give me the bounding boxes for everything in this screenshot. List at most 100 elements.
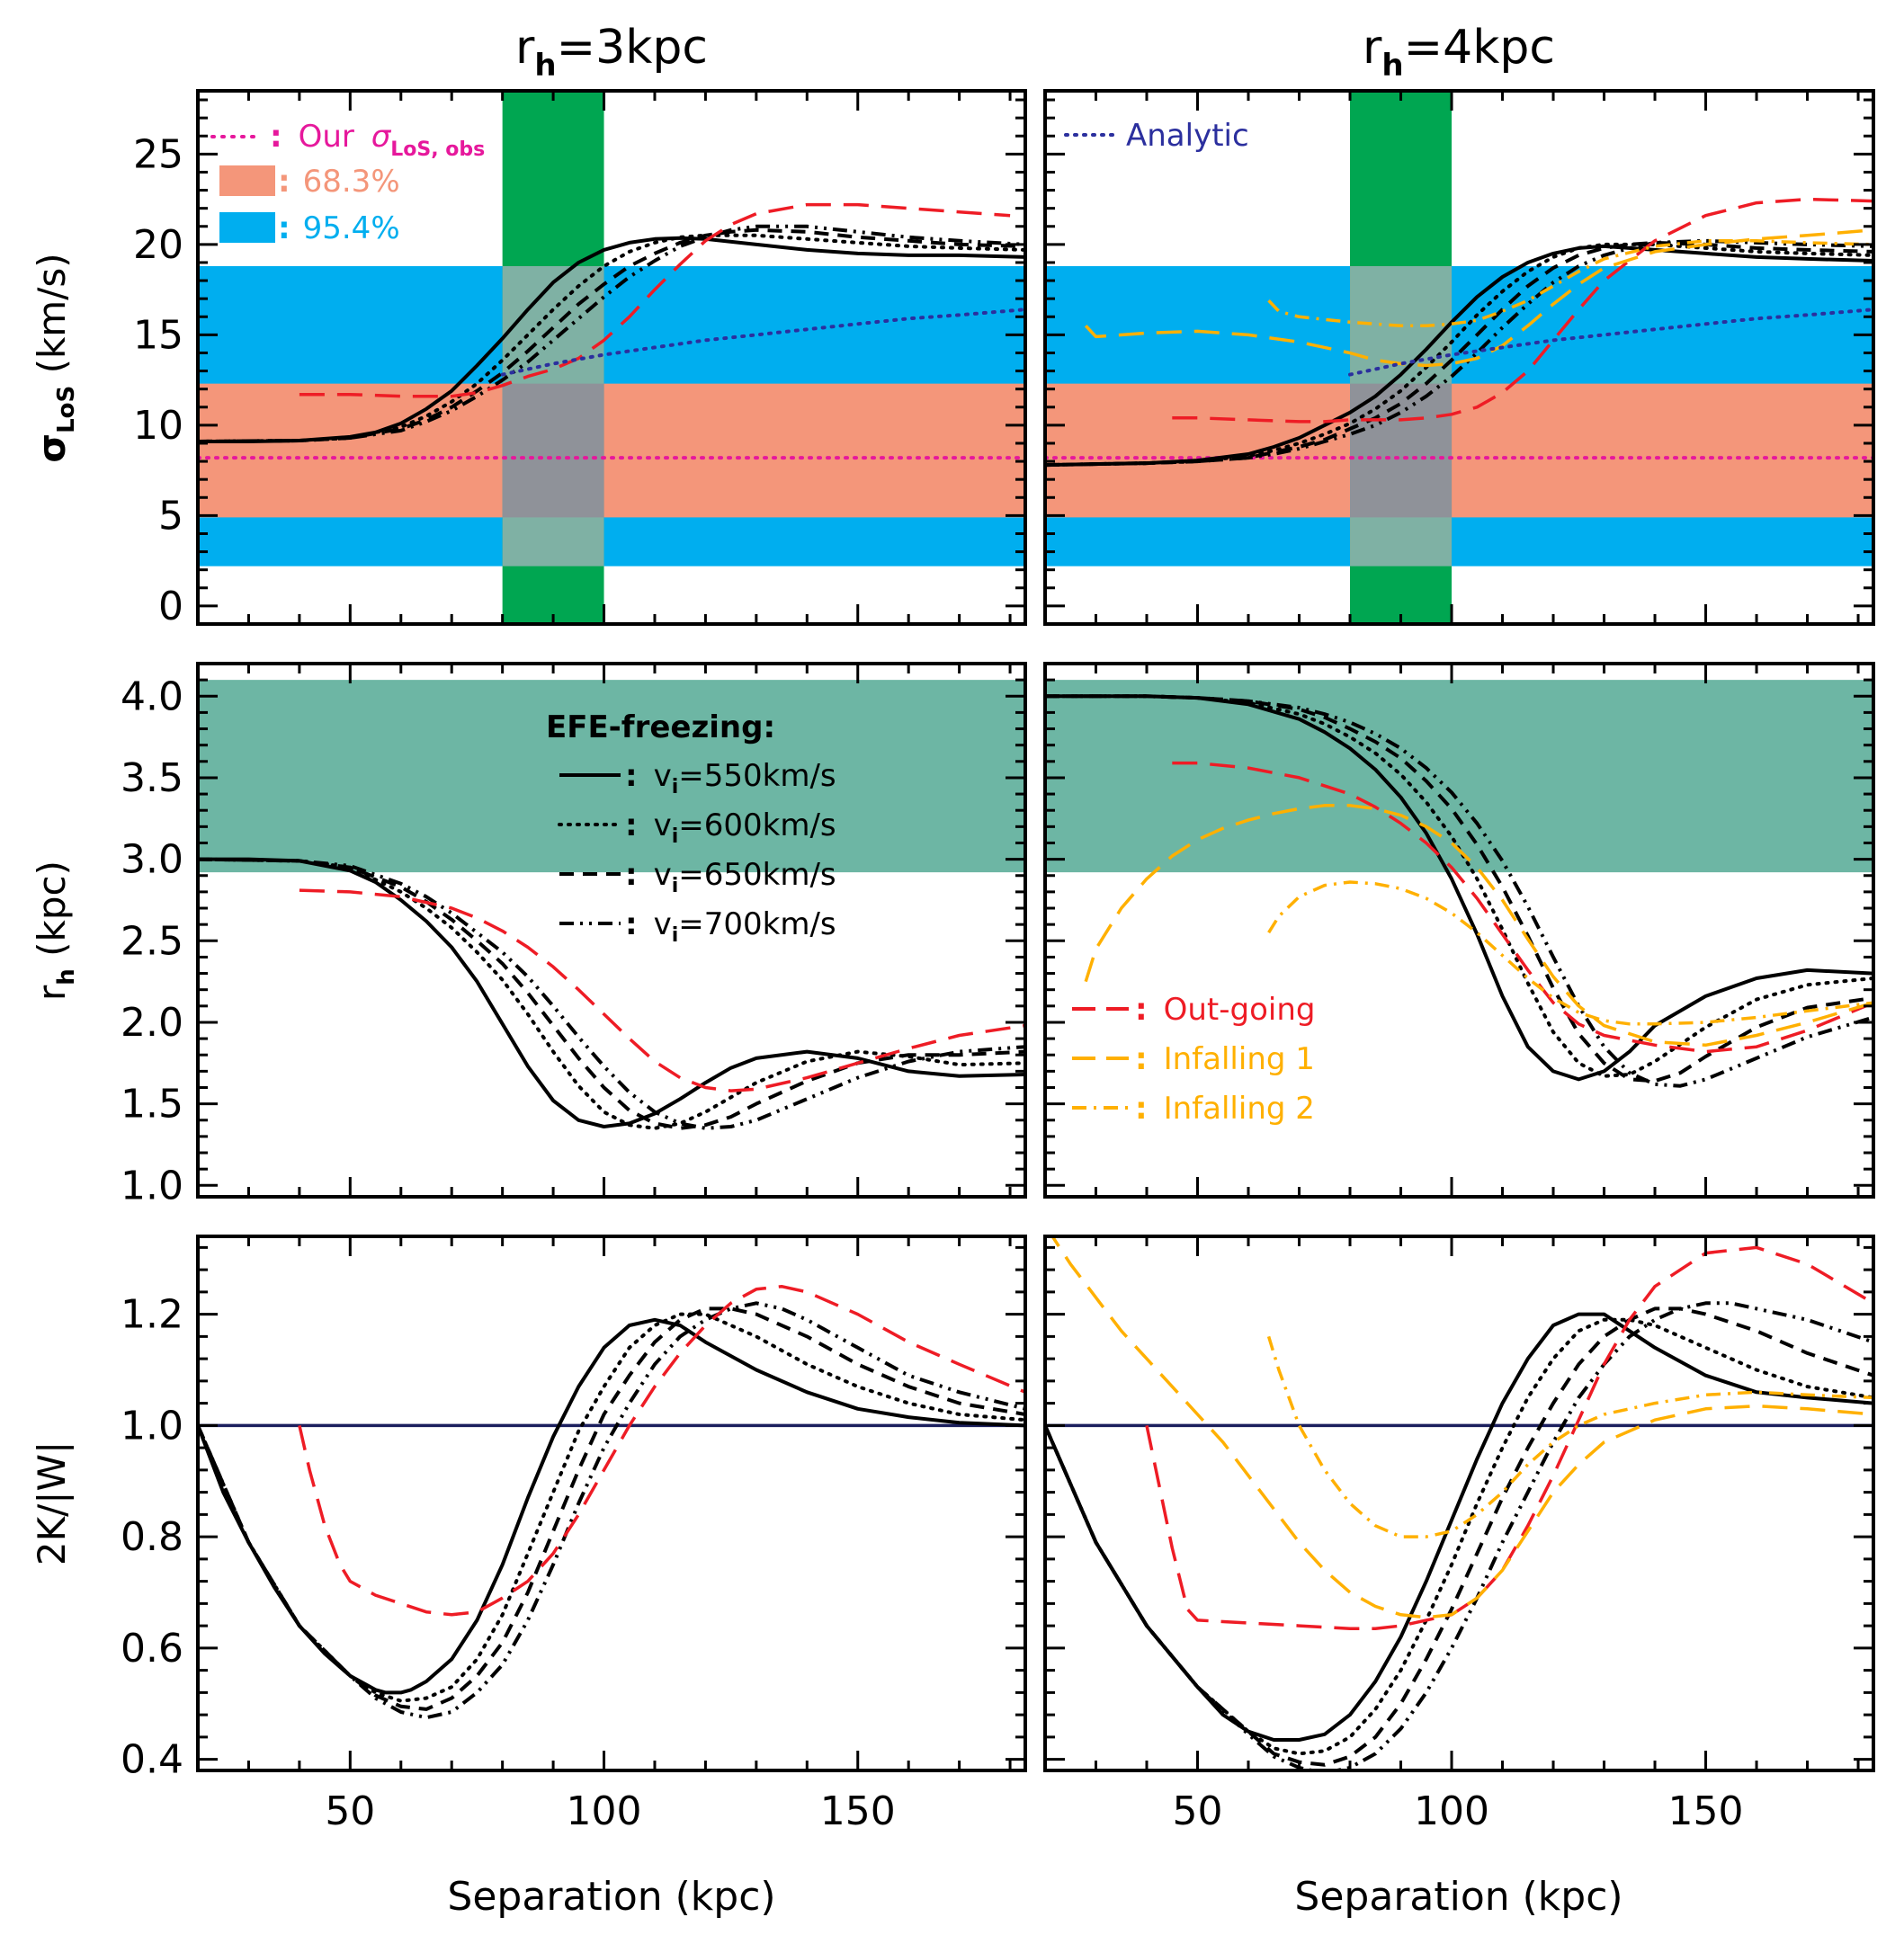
band-68 — [198, 383, 1025, 518]
y-tick-label: 15 — [133, 312, 183, 358]
series-v-i-600km-s — [198, 1312, 1025, 1703]
legend-obs-sym: σ — [371, 119, 392, 155]
series-v-i-700km-s — [1045, 238, 1873, 468]
panel-sigma-left: 0 5 10 15 20 25 — [133, 89, 1027, 629]
series-infalling-2 — [1267, 239, 1873, 328]
legend-obs-sub: LoS, obs — [390, 138, 485, 161]
y-tick-label: 1.2 — [121, 1292, 183, 1338]
series-v-i-550km-s — [1045, 1312, 1873, 1742]
legend-obs-text: : Our σLoS, obs — [270, 119, 485, 161]
ylabel-rh-rest: (kpc) — [30, 860, 74, 968]
legend-orbits: : Out-going : Infalling 1 : Infalling 2 — [1072, 992, 1315, 1127]
legend-obs-sep: : — [270, 119, 282, 155]
legend-efe-700-label: v — [654, 906, 672, 942]
series-v-i-600km-s — [198, 233, 1025, 443]
ylabel-rh-main: r — [30, 985, 74, 1001]
series-out-going — [298, 1284, 1025, 1617]
series-out-going — [1172, 197, 1873, 424]
y-tick-label: 0.8 — [121, 1514, 183, 1560]
series-out-going — [299, 888, 1025, 1092]
legend-efe-550-sub: i — [672, 776, 679, 798]
legend-68-label: 68.3% — [303, 164, 400, 200]
window-overlap-68 — [1350, 383, 1453, 518]
legend-efe-550-rest: =550km/s — [678, 758, 836, 794]
panel-virial-right: 50 100 150 — [1043, 1235, 1875, 1834]
series-v-i-700km-s — [1045, 694, 1873, 1088]
series-v-i-550km-s — [198, 857, 1025, 1128]
legend-efe-text-600: : vi=600km/s — [625, 807, 836, 848]
y-tick-label: 1.0 — [121, 1403, 183, 1449]
legend-efe-600-sub: i — [672, 825, 679, 848]
legend-efe-600-label: v — [654, 807, 672, 843]
series-v-i-550km-s — [1045, 244, 1873, 468]
legend-efe-650-label: v — [654, 857, 672, 893]
series-v-i-650km-s — [198, 857, 1025, 1130]
series-infalling-1 — [1050, 1236, 1873, 1619]
xlabel-right: Separation (kpc) — [1294, 1874, 1622, 1920]
ylabel-rh: rh (kpc) — [30, 860, 80, 1001]
y-tick-label: 3.0 — [121, 837, 183, 883]
ylabel-rh-sub: h — [53, 968, 80, 985]
legend-sigma-right: Analytic — [1064, 118, 1249, 154]
legend-efe-550-sep: : — [625, 758, 638, 794]
y-tick-label: 5 — [158, 493, 183, 539]
legend-outgoing-text: : Out-going — [1135, 992, 1315, 1028]
series-v-i-600km-s — [198, 857, 1025, 1130]
series-v-i-650km-s — [1045, 1306, 1873, 1767]
col-title-right-sub: h — [1381, 48, 1403, 84]
legend-efe-600-rest: =600km/s — [678, 807, 836, 843]
y-tick-label: 2.0 — [121, 1000, 183, 1046]
y-tick-label: 0.4 — [121, 1737, 183, 1783]
y-tick-label: 4.0 — [121, 673, 183, 719]
plot-frame — [196, 89, 1027, 626]
legend-efe-650-sep: : — [625, 857, 638, 893]
series-v-i-600km-s — [1045, 242, 1873, 468]
plot-frame — [1043, 662, 1875, 1199]
legend-infalling1-sep: : — [1135, 1041, 1148, 1077]
col-title-left: rh=3kpc — [515, 21, 708, 84]
legend-efe-700-sub: i — [672, 924, 679, 947]
series-v-i-600km-s — [1045, 1317, 1873, 1756]
series-infalling-2 — [1267, 880, 1873, 1026]
plot-frame — [196, 1235, 1027, 1772]
legend-efe: EFE-freezing: : vi=550km/s : vi=600km/s :v… — [546, 709, 836, 947]
legend-95-text: :95.4% — [278, 210, 400, 246]
ylabel-sigma: σLoS (km/s) — [30, 253, 80, 462]
legend-efe-text-550: : vi=550km/s — [625, 758, 836, 798]
col-title-left-prefix: r — [515, 21, 535, 75]
x-tick-label: 50 — [325, 1788, 375, 1834]
series-v-i-650km-s — [198, 227, 1025, 443]
series-infalling-1 — [1084, 228, 1873, 368]
legend-outgoing-label: Out-going — [1164, 992, 1316, 1028]
legend-efe-title: EFE-freezing: — [546, 709, 775, 745]
y-tick-label: 1.5 — [121, 1082, 183, 1128]
series-v-i-650km-s — [1045, 240, 1873, 468]
series-v-i-700km-s — [198, 224, 1025, 443]
legend-efe-650-sub: i — [672, 875, 679, 897]
legend-efe-650-rest: =650km/s — [678, 857, 836, 893]
window-overlap-68 — [502, 383, 604, 518]
legend-infalling1-text: : Infalling 1 — [1135, 1041, 1315, 1077]
legend-infalling1-label: Infalling 1 — [1164, 1041, 1315, 1077]
ylabel-sigma-rest: (km/s) — [30, 253, 74, 385]
legend-obs-label: Our — [299, 119, 364, 155]
x-tick-label: 150 — [1668, 1788, 1744, 1834]
y-tick-label: 0.6 — [121, 1626, 183, 1672]
legend-infalling2-text: : Infalling 2 — [1135, 1091, 1315, 1127]
series-v-i-700km-s — [198, 857, 1025, 1130]
series-infalling-1 — [1084, 804, 1873, 1048]
y-tick-label: 0 — [158, 584, 183, 629]
legend-efe-700-sep: : — [625, 906, 638, 942]
legend-efe-text-700: : vi=700km/s — [625, 906, 836, 947]
x-tick-label: 50 — [1173, 1788, 1223, 1834]
series-v-i-650km-s — [198, 1306, 1025, 1711]
y-tick-label: 10 — [133, 403, 183, 449]
panel-rh-right — [1043, 662, 1875, 1199]
plot-frame — [1043, 89, 1875, 626]
legend-efe-600-sep: : — [625, 807, 638, 843]
legend-efe-700-rest: =700km/s — [678, 906, 836, 942]
y-tick-label: 25 — [133, 131, 183, 177]
col-title-right: rh=4kpc — [1363, 21, 1555, 84]
x-tick-label: 100 — [1414, 1788, 1489, 1834]
